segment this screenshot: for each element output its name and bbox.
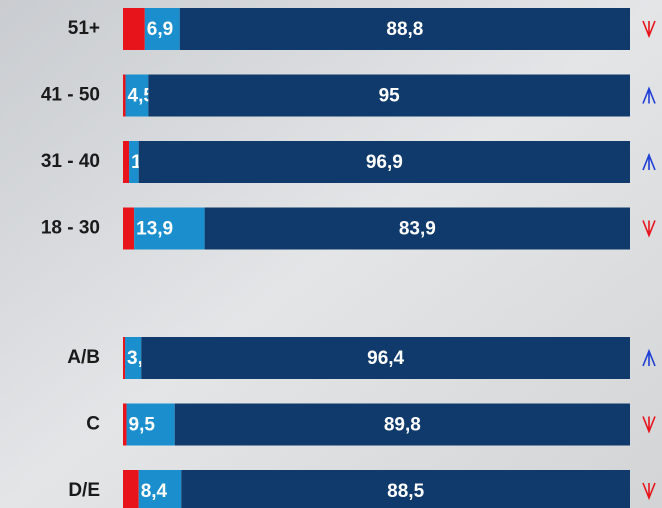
value-label: 88,8 [386,19,423,40]
category-label: 41 - 50 [41,85,100,106]
bar-segment [123,208,134,250]
category-label: 18 - 30 [41,218,100,239]
category-label: C [86,414,100,435]
value-label: 13,9 [136,219,173,240]
bar-segment [123,470,139,508]
category-label: D/E [68,480,100,501]
page: 51+6,988,841 - 504,59531 - 401,996,918 -… [0,0,662,508]
value-label: 83,9 [399,219,436,240]
bar-segment [123,141,129,183]
value-label: 96,4 [367,348,404,369]
category-label: A/B [67,347,100,368]
value-label: 89,8 [384,415,421,436]
category-label: 51+ [68,18,100,39]
bar-segment [123,75,126,117]
category-label: 31 - 40 [41,151,100,172]
bar-segment [123,8,145,50]
bar-segment [123,337,125,379]
value-label: 9,5 [129,415,156,436]
chart: 51+6,988,841 - 504,59531 - 401,996,918 -… [0,0,662,508]
value-label: 6,9 [147,19,173,40]
value-label: 8,4 [141,481,168,502]
value-label: 96,9 [366,152,403,173]
bar-segment [123,404,127,446]
value-label: 88,5 [387,481,424,502]
value-label: 95 [379,86,401,107]
